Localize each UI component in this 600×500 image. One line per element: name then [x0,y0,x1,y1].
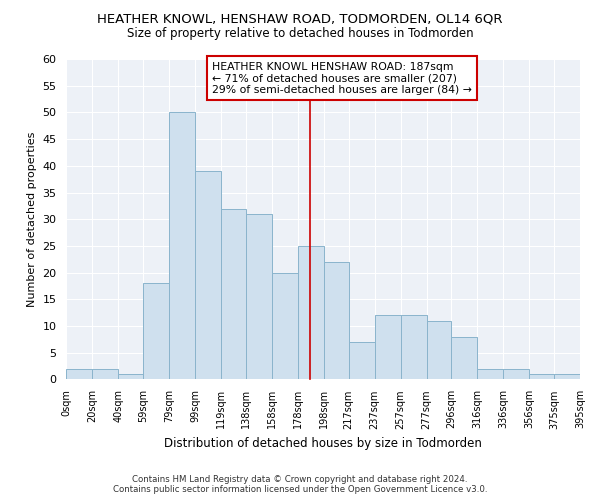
Bar [272,272,298,380]
Bar [427,320,451,380]
Bar [169,112,195,380]
Bar [195,171,221,380]
Bar [324,262,349,380]
Bar [221,208,246,380]
Text: HEATHER KNOWL HENSHAW ROAD: 187sqm
← 71% of detached houses are smaller (207)
29: HEATHER KNOWL HENSHAW ROAD: 187sqm ← 71%… [212,62,472,95]
Bar [143,284,169,380]
Bar [92,369,118,380]
Bar [374,316,401,380]
X-axis label: Distribution of detached houses by size in Todmorden: Distribution of detached houses by size … [164,437,482,450]
Bar [451,336,477,380]
Bar [401,316,427,380]
Bar [503,369,529,380]
Bar [529,374,554,380]
Bar [118,374,143,380]
Bar [349,342,374,380]
Text: Size of property relative to detached houses in Todmorden: Size of property relative to detached ho… [127,28,473,40]
Text: Contains HM Land Registry data © Crown copyright and database right 2024.
Contai: Contains HM Land Registry data © Crown c… [113,474,487,494]
Bar [67,369,92,380]
Text: HEATHER KNOWL, HENSHAW ROAD, TODMORDEN, OL14 6QR: HEATHER KNOWL, HENSHAW ROAD, TODMORDEN, … [97,12,503,26]
Bar [554,374,580,380]
Bar [298,246,324,380]
Bar [477,369,503,380]
Y-axis label: Number of detached properties: Number of detached properties [27,132,37,307]
Bar [246,214,272,380]
